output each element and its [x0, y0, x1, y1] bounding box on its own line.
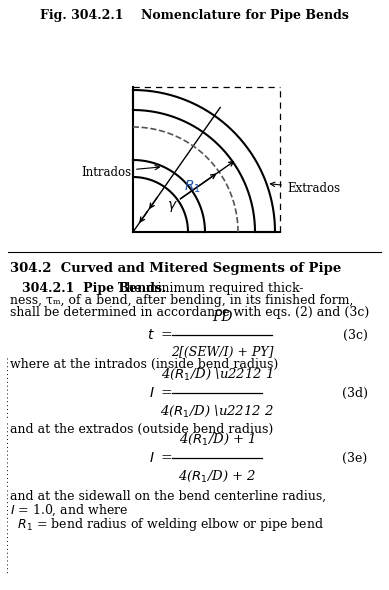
- Text: $I$ = 1.0, and where: $I$ = 1.0, and where: [10, 503, 128, 519]
- Text: (3c): (3c): [343, 329, 368, 342]
- Text: (3e): (3e): [342, 451, 368, 464]
- Text: and at the sidewall on the bend centerline radius,: and at the sidewall on the bend centerli…: [10, 490, 326, 503]
- Text: $R_1$: $R_1$: [184, 179, 201, 195]
- Text: =: =: [160, 451, 172, 465]
- Text: PD: PD: [212, 310, 232, 324]
- Text: $t$: $t$: [147, 328, 155, 342]
- Text: $I$: $I$: [149, 451, 155, 465]
- Text: $R_1$ = bend radius of welding elbow or pipe bend: $R_1$ = bend radius of welding elbow or …: [10, 516, 324, 533]
- Text: 4($R_1$/D) \u2212 2: 4($R_1$/D) \u2212 2: [160, 404, 274, 419]
- Text: 304.2.1  Pipe Bends.: 304.2.1 Pipe Bends.: [22, 282, 166, 295]
- Text: and at the extrados (outside bend radius): and at the extrados (outside bend radius…: [10, 423, 273, 436]
- Text: 4($R_1$/D) + 2: 4($R_1$/D) + 2: [178, 469, 256, 484]
- Text: $I$: $I$: [149, 386, 155, 400]
- Text: Fig. 304.2.1    Nomenclature for Pipe Bends: Fig. 304.2.1 Nomenclature for Pipe Bends: [40, 9, 349, 22]
- Text: $\gamma$: $\gamma$: [166, 199, 177, 214]
- Text: ness, τₘ, of a bend, after bending, in its finished form,: ness, τₘ, of a bend, after bending, in i…: [10, 294, 353, 307]
- Text: =: =: [160, 328, 172, 342]
- Text: 304.2  Curved and Mitered Segments of Pipe: 304.2 Curved and Mitered Segments of Pip…: [10, 262, 341, 275]
- Text: 2[(SEW/I) + PY]: 2[(SEW/I) + PY]: [171, 346, 273, 359]
- Text: Intrados: Intrados: [81, 165, 159, 179]
- Text: where at the intrados (inside bend radius): where at the intrados (inside bend radiu…: [10, 358, 278, 371]
- Text: The minimum required thick-: The minimum required thick-: [110, 282, 303, 295]
- Text: (3d): (3d): [342, 386, 368, 399]
- Text: shall be determined in accordance with eqs. (2) and (3c): shall be determined in accordance with e…: [10, 306, 369, 319]
- Text: 4($R_1$/D) + 1: 4($R_1$/D) + 1: [179, 432, 255, 447]
- Text: 4($R_1$/D) \u2212 1: 4($R_1$/D) \u2212 1: [161, 367, 273, 382]
- Text: =: =: [160, 386, 172, 400]
- Text: Extrados: Extrados: [270, 182, 340, 195]
